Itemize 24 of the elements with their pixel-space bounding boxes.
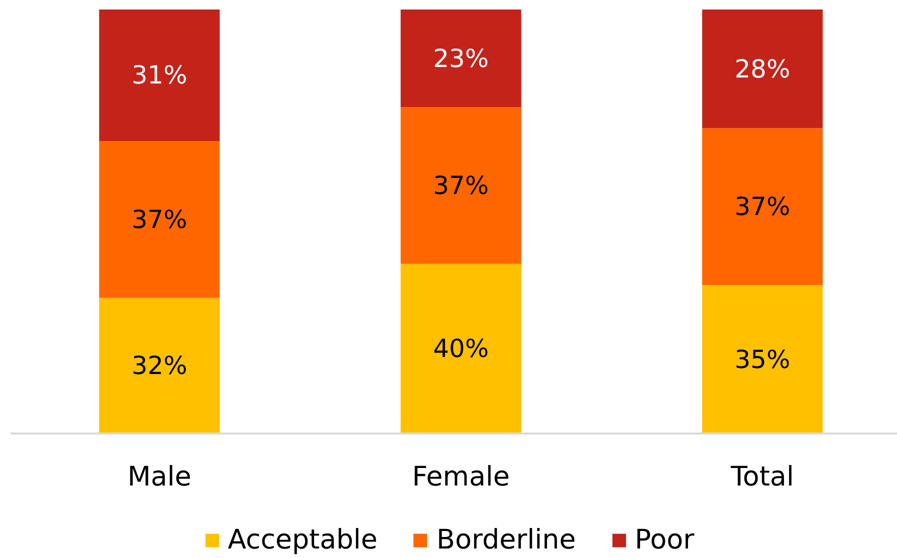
bar bbox=[99, 10, 220, 141]
data-label: 37% bbox=[132, 204, 188, 234]
bar bbox=[99, 298, 220, 434]
x-tick-label: Total bbox=[730, 462, 794, 492]
bar bbox=[702, 285, 823, 434]
data-label: 37% bbox=[734, 192, 790, 222]
legend-label: Borderline bbox=[436, 524, 576, 556]
bar bbox=[702, 10, 823, 128]
data-label: 32% bbox=[132, 351, 188, 380]
data-label: 23% bbox=[433, 44, 489, 73]
bar bbox=[400, 107, 522, 264]
bar bbox=[99, 140, 220, 298]
bar bbox=[400, 10, 522, 108]
data-label: 35% bbox=[734, 344, 790, 374]
data-label: 31% bbox=[132, 60, 188, 90]
legend-label: Poor bbox=[634, 524, 694, 556]
bar bbox=[400, 264, 522, 434]
data-label: 40% bbox=[433, 334, 489, 364]
legend-label: Acceptable bbox=[228, 524, 378, 556]
x-tick-label: Male bbox=[127, 462, 192, 492]
bar bbox=[702, 128, 823, 286]
data-label: 28% bbox=[734, 54, 790, 84]
data-label: 37% bbox=[433, 170, 489, 200]
x-tick-label: Female bbox=[412, 462, 510, 492]
